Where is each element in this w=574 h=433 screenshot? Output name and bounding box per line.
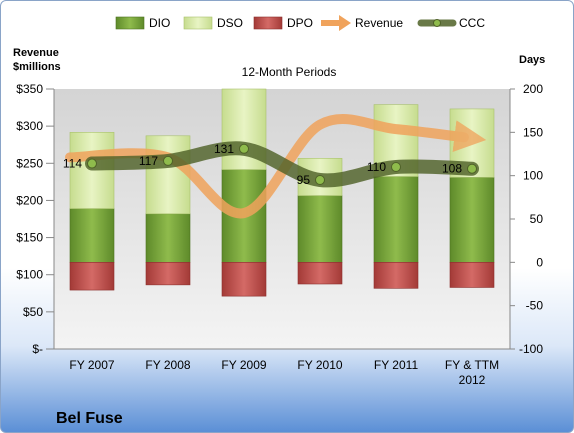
ccc-marker [391,162,401,172]
ccc-data-label: 114 [63,157,82,171]
ccc-data-label: 110 [367,160,386,174]
y-left-tick-label: $150 [16,231,43,245]
bar-dpo [221,262,267,297]
legend: DIO DSO DPO Revenue CCC [115,15,485,31]
x-tick-label: FY 2011 [374,358,419,372]
y-left-tick-label: $350 [16,82,43,96]
revenue-line [65,114,487,219]
legend-swatch-dso [183,16,213,30]
y-left-tick-label: $100 [16,268,43,282]
ccc-marker [315,175,325,185]
y-right-tick-label: 50 [530,212,544,226]
bar-dio [297,195,343,263]
legend-label-dpo: DPO [287,16,313,30]
legend-label-ccc: CCC [459,16,485,30]
y-left-tick-label: $- [32,342,43,356]
legend-arrow-head [339,15,351,31]
bar-dio [449,177,495,263]
y-left-label-line2: $millions [13,61,61,73]
y-right-tick-label: 0 [536,255,543,269]
ccc-marker [239,143,249,154]
y-right-tick-label: -100 [519,342,543,356]
ccc-marker [467,163,477,174]
y-right-ticks: -100 -50 0 50 100 150 200 [54,82,543,356]
y-left-ticks: $- $50 $100 $150 $200 $250 $300 $350 [16,82,55,356]
legend-swatch-dpo [253,16,283,30]
y-left-tick-label: $300 [16,119,43,133]
y-right-tick-label: 150 [523,125,543,139]
bar-dpo [449,262,495,288]
legend-label-revenue: Revenue [355,16,403,30]
y-left-label-line1: Revenue [13,47,59,59]
bar-dso [145,135,191,215]
ccc-marker [163,155,173,166]
bar-dpo [145,262,191,286]
x-ticks: FY 2007 FY 2008 FY 2009 FY 2010 FY 2011 FY & … [69,358,499,387]
ccc-layer: 114 117 131 95 110 108 [63,141,479,188]
legend-swatch-dio [115,16,145,30]
revenue-layer [65,114,487,219]
x-tick-label: FY 2008 [145,358,190,372]
y-right-label: Days [519,54,545,66]
company-name: Bel Fuse [56,410,123,427]
x-tick-label: FY 2009 [221,358,266,372]
x-tick-label: FY 2007 [69,358,114,372]
ccc-data-label: 117 [139,154,158,168]
y-left-tick-label: $50 [23,305,43,319]
y-right-tick-label: 200 [523,82,543,96]
plot-area [54,89,510,349]
ccc-data-label: 108 [442,162,462,176]
y-left-tick-label: $200 [16,193,43,207]
x-tick-label-line2: 2012 [459,373,486,387]
y-left-tick-label: $250 [16,156,43,170]
ccc-marker [87,158,97,169]
legend-label-dio: DIO [149,16,170,30]
ccc-line [85,141,479,188]
legend-ccc-marker [433,19,441,27]
bar-dio [69,208,115,263]
x-tick-label: FY 2010 [297,358,342,372]
bar-dpo [69,262,115,291]
bar-dpo [373,262,419,289]
legend-label-dso: DSO [217,16,243,30]
bars [69,88,495,297]
y-right-tick-label: 100 [523,169,543,183]
bar-dio [373,176,419,263]
y-right-tick-label: -50 [526,299,544,313]
bar-dpo [297,262,343,285]
x-tick-label-line1: FY & TTM [445,358,499,372]
chart-title: 12-Month Periods [242,65,337,79]
ccc-data-label: 95 [297,173,311,187]
ccc-data-label: 131 [214,142,234,156]
bar-dio [145,213,191,263]
